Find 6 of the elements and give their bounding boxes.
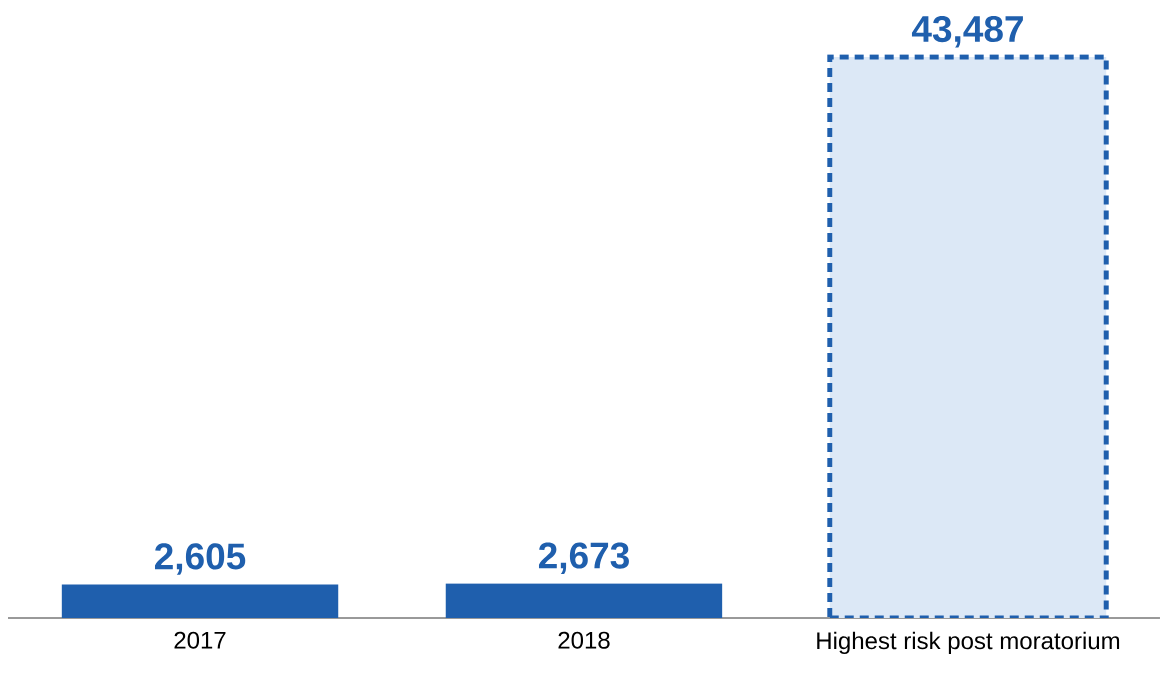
x-tick-label: 2017 [174,631,226,649]
data-label: 43,487 [911,15,1023,48]
x-tick-label: 2018 [558,631,610,649]
data-label: 2,605 [154,543,246,575]
data-label: 2,673 [538,542,629,574]
x-tick-label: Highest risk post moratorium [817,631,1120,655]
